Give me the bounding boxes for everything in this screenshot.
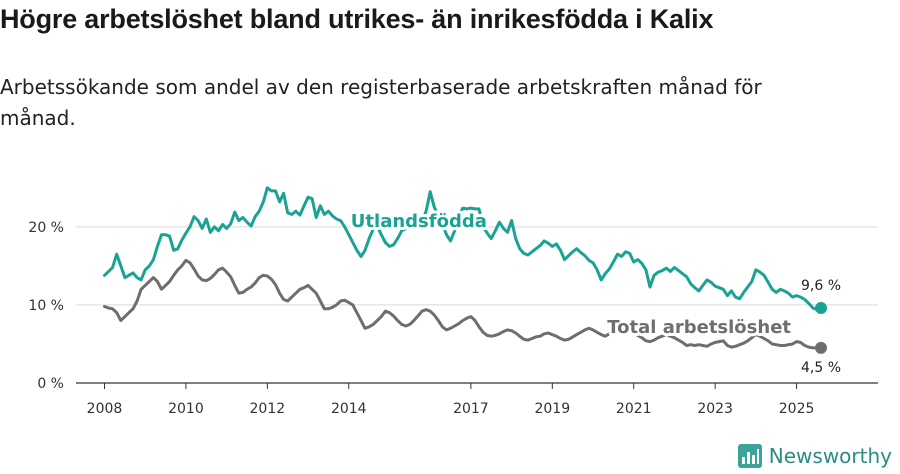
x-tick-label: 2014	[331, 401, 367, 417]
series-annotation: Utlandsfödda	[351, 211, 487, 232]
chart-title: Högre arbetslöshet bland utrikes- än inr…	[0, 4, 714, 34]
y-tick-label: 20 %	[28, 220, 64, 236]
x-tick-label: 2021	[616, 401, 652, 417]
y-axis: 0 % 10 % 20 %	[28, 220, 64, 392]
y-tick-label: 10 %	[28, 298, 64, 314]
x-tick-label: 2017	[453, 401, 489, 417]
brand-logo[interactable]: Newsworthy	[737, 443, 892, 469]
x-tick-label: 2023	[697, 401, 733, 417]
series-points-total-arbetslöshet	[104, 260, 822, 348]
series-lines	[103, 186, 828, 354]
brand-name: Newsworthy	[768, 444, 892, 468]
end-value-label: 4,5 %	[801, 360, 841, 376]
end-value-label: 9,6 %	[801, 278, 841, 294]
end-point-total-arbetslöshet	[815, 341, 828, 354]
series-points-utlandsfödda	[104, 187, 822, 310]
end-point-utlandsfödda	[815, 302, 828, 315]
x-tick-label: 2025	[779, 401, 815, 417]
x-tick-label: 2010	[168, 401, 204, 417]
series-line-utlandsfödda	[103, 186, 823, 312]
newsworthy-logo-icon	[737, 444, 762, 468]
series-labels: 9,6 % 4,5 % Utlandsfödda Total arbetslöshet	[348, 208, 841, 376]
series-annotation: Total arbetslöshet	[607, 317, 791, 338]
grid-lines	[76, 226, 878, 306]
x-tick-label: 2008	[87, 401, 123, 417]
y-tick-label: 0 %	[37, 376, 64, 392]
x-tick-label: 2012	[250, 401, 286, 417]
x-tick-label: 2019	[534, 401, 570, 417]
x-axis: 2008 2010 2012 2014 2017 2019 2021 2023 2025	[76, 382, 878, 417]
chart-subtitle: Arbetssökande som andel av den registerb…	[0, 75, 762, 130]
